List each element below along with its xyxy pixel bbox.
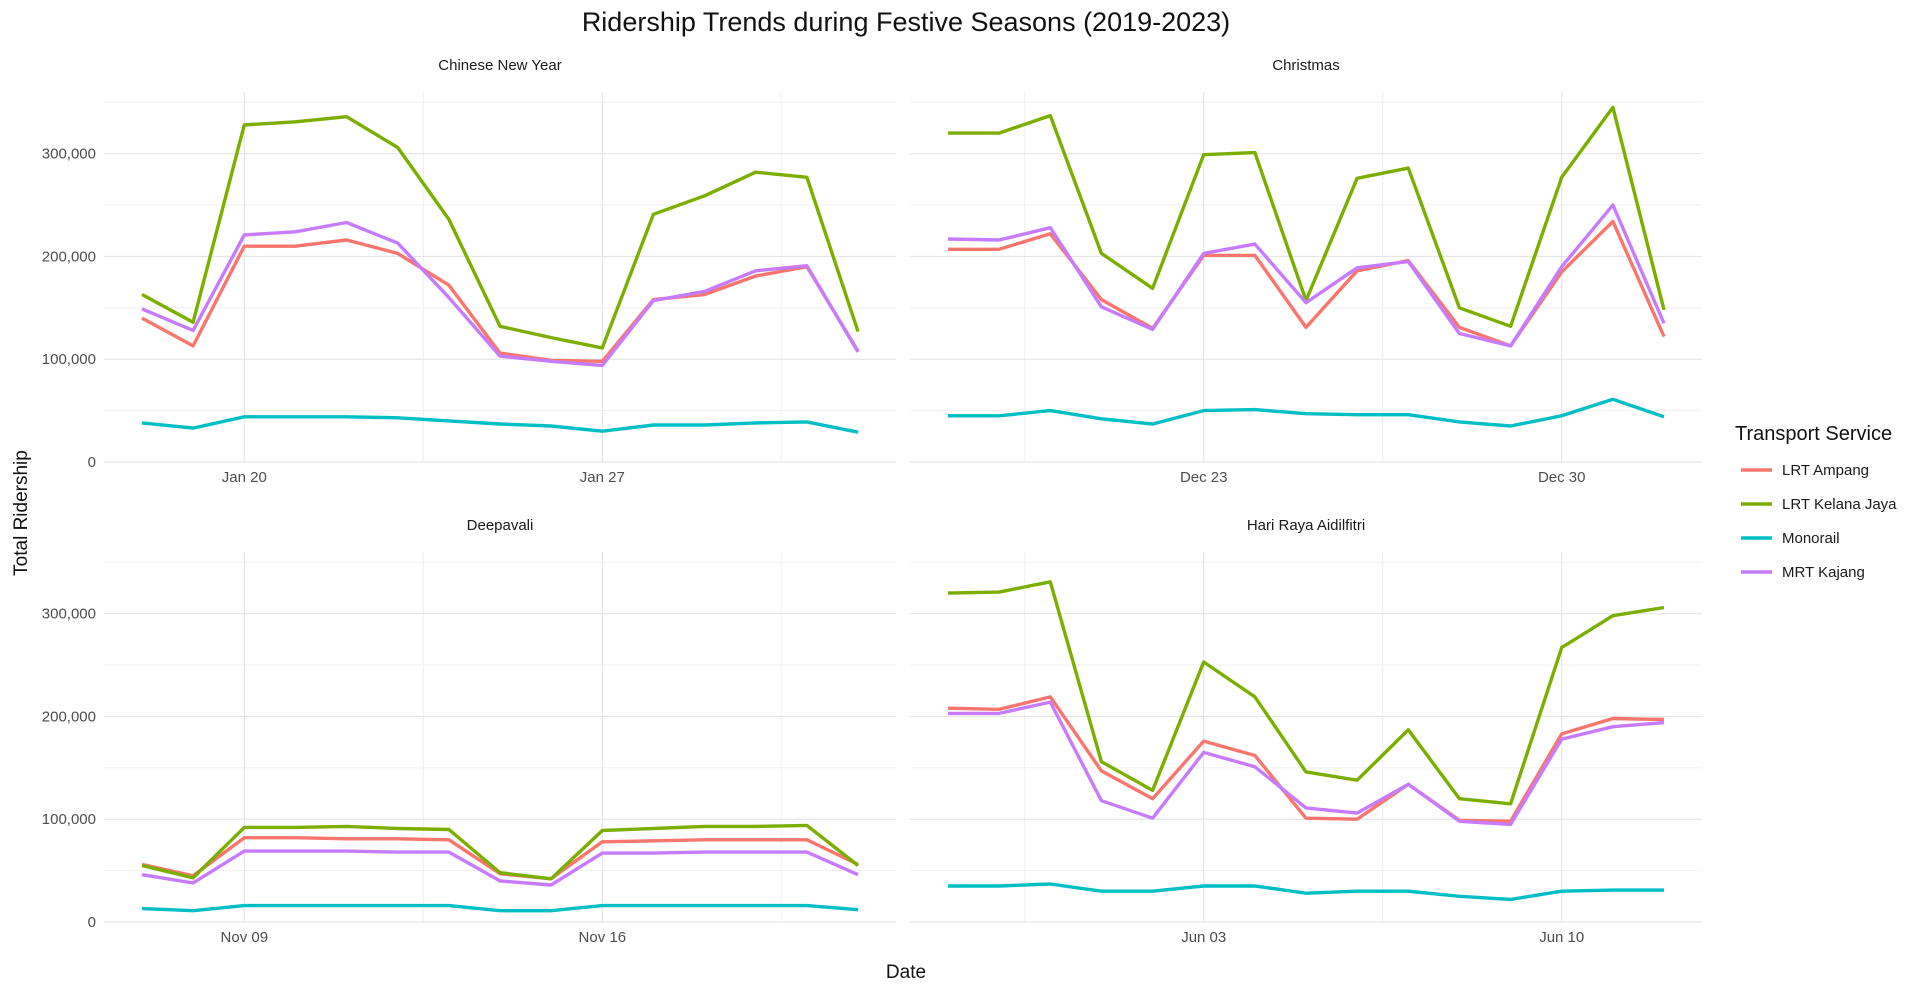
y-tick-label: 200,000 <box>42 708 96 725</box>
series-line-lrt-kelana-jaya <box>947 580 1665 806</box>
legend-label: LRT Kelana Jaya <box>1782 496 1897 513</box>
panel-title: Hari Raya Aidilfitri <box>1247 517 1365 534</box>
x-tick-label: Jun 03 <box>1181 929 1226 946</box>
panel-title: Chinese New Year <box>438 57 561 74</box>
series-line-lrt-ampang <box>948 219 1666 348</box>
panel-chinese-new-year: 0 100,000 200,000 300,000 Jan 20 Jan 27 Chines… <box>42 57 896 486</box>
y-tick-label: 0 <box>88 914 96 931</box>
x-tick-label: Jan 27 <box>580 469 625 486</box>
series-line-lrt-ampang <box>141 238 860 363</box>
legend-label: LRT Ampang <box>1782 462 1869 479</box>
x-tick-label: Dec 30 <box>1538 469 1586 486</box>
facet-panels: 0 100,000 200,000 300,000 Jan 20 Jan 27 Chines… <box>42 57 1702 946</box>
y-tick-label: 300,000 <box>42 606 96 623</box>
legend-item-lrt-ampang: LRT Ampang <box>1741 462 1869 479</box>
series-line-lrt-kelana-jaya <box>141 823 860 881</box>
y-axis-title: Total Ridership <box>11 450 32 576</box>
legend: Transport Service LRT Ampang LRT Kelana J… <box>1735 423 1897 581</box>
series-line-lrt-kelana-jaya <box>948 105 1666 328</box>
y-tick-label: 200,000 <box>42 248 96 265</box>
legend-title: Transport Service <box>1735 423 1892 445</box>
panel-deepavali: 0 100,000 200,000 300,000 Nov 09 Nov 16 Deepav… <box>42 517 896 946</box>
series-line-mrt-kajang <box>141 849 859 887</box>
x-tick-label: Nov 09 <box>221 929 269 946</box>
legend-label: Monorail <box>1782 530 1840 547</box>
legend-item-monorail: Monorail <box>1741 530 1840 547</box>
panel-title: Deepavali <box>467 517 534 534</box>
panel-christmas: Dec 23 Dec 30 Christmas <box>910 57 1702 486</box>
x-tick-label: Dec 23 <box>1180 469 1228 486</box>
x-tick-label: Nov 16 <box>579 929 627 946</box>
x-tick-label: Jan 20 <box>222 469 267 486</box>
series-line-mrt-kajang <box>947 203 1666 348</box>
y-tick-label: 300,000 <box>42 146 96 163</box>
legend-label: MRT Kajang <box>1782 564 1865 581</box>
series-line-monorail <box>141 903 859 913</box>
chart-title: Ridership Trends during Festive Seasons … <box>582 7 1230 37</box>
x-axis-title: Date <box>886 962 926 983</box>
legend-item-lrt-kelana-jaya: LRT Kelana Jaya <box>1741 496 1897 513</box>
series-line-monorail <box>948 882 1664 902</box>
legend-item-mrt-kajang: MRT Kajang <box>1741 564 1865 581</box>
y-tick-label: 0 <box>88 454 96 471</box>
panel-title: Christmas <box>1272 57 1340 74</box>
series-line-lrt-kelana-jaya <box>141 114 860 350</box>
series-line-mrt-kajang <box>141 220 860 368</box>
series-line-monorail <box>141 415 859 434</box>
x-tick-label: Jun 10 <box>1539 929 1584 946</box>
y-tick-label: 100,000 <box>42 351 96 368</box>
y-tick-label: 100,000 <box>42 811 96 828</box>
panel-hari-raya-aidilfitri: Jun 03 Jun 10 Hari Raya Aidilfitri <box>910 517 1702 946</box>
series-line-monorail <box>948 397 1665 428</box>
series-line-mrt-kajang <box>948 700 1665 827</box>
series-line-lrt-ampang <box>947 695 1665 823</box>
